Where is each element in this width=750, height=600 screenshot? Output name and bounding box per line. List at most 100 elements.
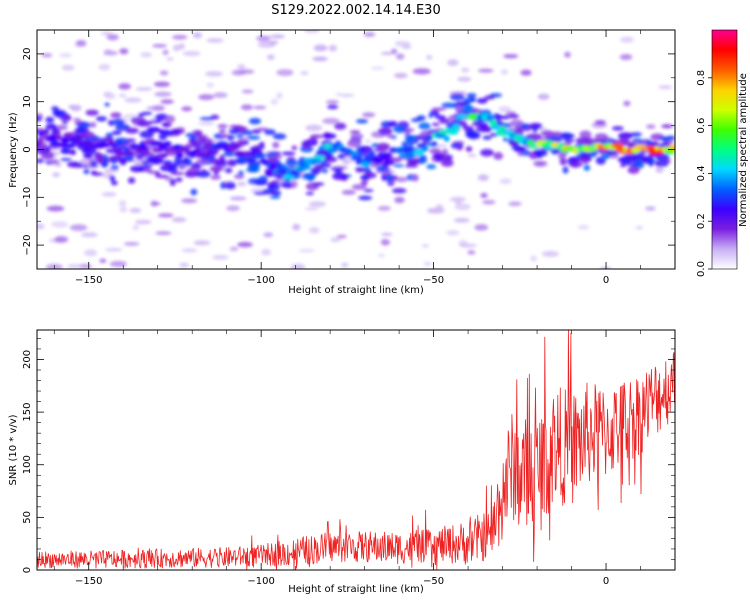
- spectrogram-noise-blob: [162, 49, 169, 56]
- spectrogram-ridge-blob: [209, 150, 219, 155]
- spectrogram-band-blob: [224, 167, 233, 174]
- spectrogram-noise-blob: [362, 112, 376, 118]
- spectrogram-band-blob: [147, 170, 160, 174]
- spectrogram-ridge-blob: [268, 163, 278, 170]
- spectrogram-noise-blob: [393, 72, 408, 79]
- spectrogram-band-blob: [90, 161, 98, 167]
- spectrogram-noise-blob: [178, 43, 185, 50]
- spectrogram-band-blob: [363, 189, 374, 193]
- spectrogram-band-blob: [110, 112, 122, 119]
- spectrogram-band-blob: [119, 157, 127, 166]
- spectrogram-noise-blob: [152, 44, 167, 48]
- spectrogram-band-blob: [493, 152, 504, 160]
- spectrogram-band-blob: [272, 141, 280, 149]
- spectrogram-band-blob: [199, 116, 215, 121]
- spectrogram-band-blob: [238, 170, 244, 176]
- spectrogram-noise-blob: [508, 201, 522, 207]
- spectrogram-noise-blob: [58, 53, 72, 58]
- spectrogram-ridge-blob: [349, 151, 358, 158]
- spectrogram-noise-blob: [266, 54, 275, 61]
- spectrogram-ridge-blob: [398, 153, 408, 158]
- spectrogram-noise-blob: [394, 196, 405, 204]
- spectrogram-band-blob: [185, 132, 200, 138]
- spectrogram-band-blob: [83, 168, 90, 175]
- spectrogram-noise-blob: [229, 196, 247, 201]
- spectrogram-band-blob: [170, 128, 181, 136]
- spectrogram-band-blob: [533, 160, 548, 167]
- spectrogram-band-blob: [594, 119, 606, 126]
- spectrogram-noise-blob: [52, 172, 61, 177]
- spectrogram-band-blob: [228, 135, 236, 139]
- spectrogram-noise-blob: [381, 232, 393, 236]
- spectrogram-band-blob: [581, 159, 589, 164]
- spectrogram-band-blob: [111, 130, 122, 136]
- spectrogram-noise-blob: [98, 63, 111, 71]
- spectrogram-band-blob: [268, 184, 281, 191]
- spectrogram-noise-blob: [498, 106, 512, 113]
- spectrogram-noise-blob: [101, 192, 117, 197]
- spectrogram-y-label: Frequency (Hz): [8, 112, 19, 188]
- spectrogram-noise-blob: [103, 50, 118, 56]
- spectrogram-band-blob: [641, 156, 650, 164]
- spectrogram-band-blob: [248, 117, 262, 125]
- spectrogram-noise-blob: [446, 230, 460, 236]
- spectrogram-band-blob: [663, 159, 671, 164]
- spectrogram-band-blob: [37, 116, 43, 122]
- spectrogram-ridge-blob: [668, 144, 675, 150]
- spectrogram-noise-blob: [106, 34, 119, 41]
- spectrogram-band-blob: [517, 152, 524, 156]
- spectrogram-noise-blob: [159, 70, 169, 76]
- snr-y-tick-label: 150: [22, 403, 33, 422]
- spectrogram-band-blob: [536, 151, 543, 159]
- spectrogram-band-blob: [466, 93, 477, 99]
- spectrogram-band-blob: [358, 195, 373, 201]
- spectrogram-band-blob: [467, 131, 481, 140]
- spectrogram-band-blob: [236, 134, 243, 139]
- spectrogram-band-blob: [562, 166, 569, 174]
- spectrogram-band-blob: [355, 167, 365, 173]
- spectrogram-noise-blob: [322, 117, 340, 125]
- spectrogram-blobs: [37, 30, 675, 269]
- spectrogram-ridge-blob: [341, 148, 353, 154]
- spectrogram-band-blob: [465, 146, 473, 153]
- spectrogram-band-blob: [458, 121, 467, 125]
- spectrogram-noise-blob: [276, 69, 294, 77]
- spectrogram-band-blob: [655, 153, 670, 161]
- spectrogram-band-blob: [51, 106, 59, 111]
- spectrogram-noise-blob: [270, 98, 279, 105]
- spectrogram-noise-blob: [412, 68, 431, 75]
- spectrogram-band-blob: [508, 113, 520, 119]
- spectrogram-band-blob: [558, 152, 567, 160]
- spectrogram-band-blob: [55, 124, 68, 131]
- spectrogram-noise-blob: [104, 92, 116, 100]
- spectrogram-band-blob: [37, 158, 45, 163]
- spectrogram-x-label: Height of straight line (km): [288, 285, 424, 296]
- spectrogram-noise-blob: [109, 260, 127, 268]
- spectrogram-band-blob: [285, 158, 298, 167]
- spectrogram-y-tick-label: −10: [22, 187, 33, 208]
- spectrogram-ridge-blob: [421, 146, 429, 152]
- spectrogram-ridge-blob: [447, 128, 459, 135]
- spectrogram-band-blob: [435, 115, 446, 120]
- spectrogram-noise-blob: [564, 51, 571, 58]
- spectrogram-band-blob: [411, 174, 419, 182]
- spectrogram-noise-blob: [179, 262, 190, 268]
- spectrogram-ridge-blob: [175, 152, 184, 158]
- spectrogram-band-blob: [469, 97, 475, 103]
- spectrogram-band-blob: [269, 195, 281, 199]
- spectrogram-band-blob: [621, 156, 629, 160]
- spectrogram-band-blob: [654, 162, 661, 166]
- spectrogram-band-blob: [141, 160, 150, 165]
- spectrogram-band-blob: [148, 128, 164, 133]
- spectrogram-noise-blob: [231, 69, 246, 76]
- spectrogram-noise-blob: [140, 52, 153, 58]
- spectrogram-band-blob: [475, 123, 489, 127]
- spectrogram-band-blob: [178, 164, 187, 169]
- spectrogram-band-blob: [148, 119, 162, 124]
- spectrogram-band-blob: [95, 116, 108, 122]
- spectrogram-band-blob: [89, 121, 97, 128]
- spectrogram-band-blob: [334, 122, 347, 130]
- spectrogram-noise-blob: [67, 264, 82, 268]
- spectrogram-noise-blob: [298, 248, 316, 253]
- spectrogram-noise-blob: [193, 240, 211, 246]
